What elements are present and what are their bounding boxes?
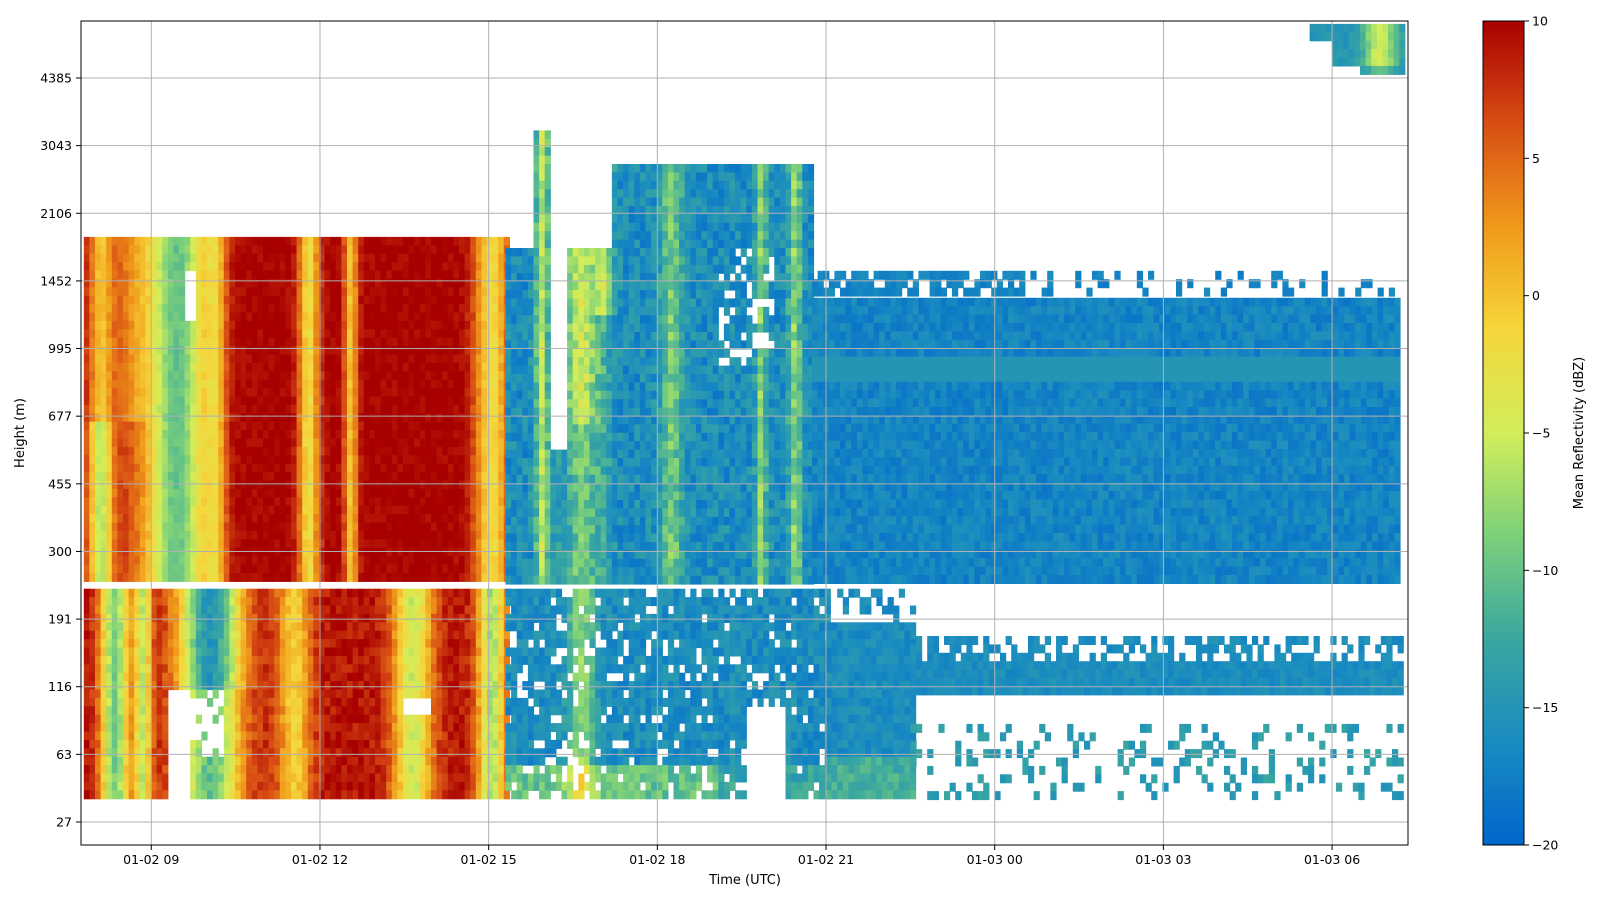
y-tick-label: 2106 <box>40 206 72 221</box>
y-tick-label: 4385 <box>40 71 72 86</box>
x-tick-label: 01-02 09 <box>123 852 179 867</box>
y-tick-label: 116 <box>48 679 72 694</box>
y-tick-label: 300 <box>48 544 72 559</box>
x-axis-label: Time (UTC) <box>708 873 781 888</box>
lower-convective-block <box>84 589 510 800</box>
colorbar-tick-label: 5 <box>1532 151 1540 166</box>
colorbar <box>1483 21 1524 845</box>
x-tick-label: 01-03 00 <box>967 852 1023 867</box>
colorbar-label: Mean Reflectivity (dBZ) <box>1572 357 1587 510</box>
lower-sparse-echoes <box>910 724 1403 800</box>
y-tick-label: 677 <box>48 409 72 424</box>
colorbar-tick-label: −15 <box>1532 700 1558 715</box>
y-tick-label: 1452 <box>40 273 72 288</box>
y-tick-label: 63 <box>56 747 72 762</box>
colorbar-tick-label: −5 <box>1532 426 1550 441</box>
upper-thin-layer <box>812 271 1395 297</box>
y-axis-label: Height (m) <box>13 398 28 468</box>
y-tick-label: 995 <box>48 341 72 356</box>
top-right-echo <box>1310 24 1406 75</box>
upper-transition-block <box>506 130 815 584</box>
x-tick-label: 01-02 21 <box>798 852 854 867</box>
x-tick-label: 01-02 18 <box>629 852 685 867</box>
x-axis-ticks: 01-02 09 01-02 12 01-02 15 01-02 18 01-02 21… <box>123 845 1360 867</box>
colorbar-tick-label: −20 <box>1532 838 1558 853</box>
lower-transition-block <box>506 589 831 800</box>
colorbar-ticks: 10 5 0 −5 −10 −15 −20 <box>1524 14 1558 853</box>
x-tick-label: 01-02 15 <box>461 852 517 867</box>
x-tick-label: 01-02 12 <box>292 852 348 867</box>
lower-right-block <box>826 589 916 800</box>
y-tick-label: 455 <box>48 476 72 491</box>
y-tick-label: 3043 <box>40 138 72 153</box>
x-tick-label: 01-03 06 <box>1304 852 1360 867</box>
colorbar-tick-label: −10 <box>1532 563 1558 578</box>
colorbar-tick-label: 0 <box>1532 288 1540 303</box>
colorbar-tick-label: 10 <box>1532 14 1548 29</box>
upper-convective-block <box>84 237 510 582</box>
x-tick-label: 01-03 03 <box>1135 852 1191 867</box>
y-tick-label: 27 <box>56 815 72 830</box>
upper-stratiform-layer <box>812 298 1401 584</box>
y-tick-label: 191 <box>48 612 72 627</box>
heatmap-layer <box>84 24 1406 800</box>
y-axis-ticks: 27 63 116 191 300 455 677 995 1452 2106 3043 4385 <box>40 71 81 830</box>
